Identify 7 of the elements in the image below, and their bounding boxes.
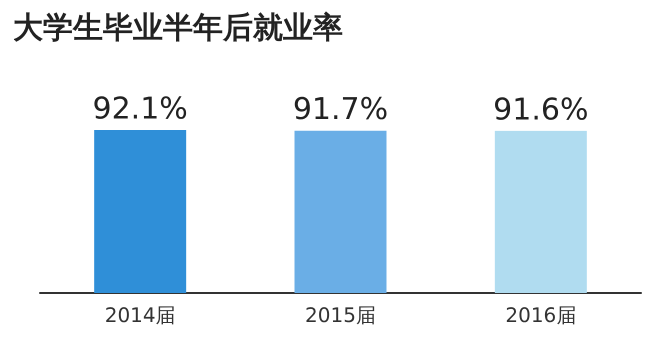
x-tick-label: 2014届 [104, 303, 176, 327]
data-label: 92.1% [92, 91, 188, 126]
data-label: 91.6% [493, 92, 588, 128]
x-tick-label: 2016届 [505, 303, 576, 327]
x-tick-label: 2015届 [305, 303, 376, 327]
chart-title: 大学生毕业半年后就业率 [13, 10, 343, 46]
data-label: 91.7% [292, 92, 388, 128]
